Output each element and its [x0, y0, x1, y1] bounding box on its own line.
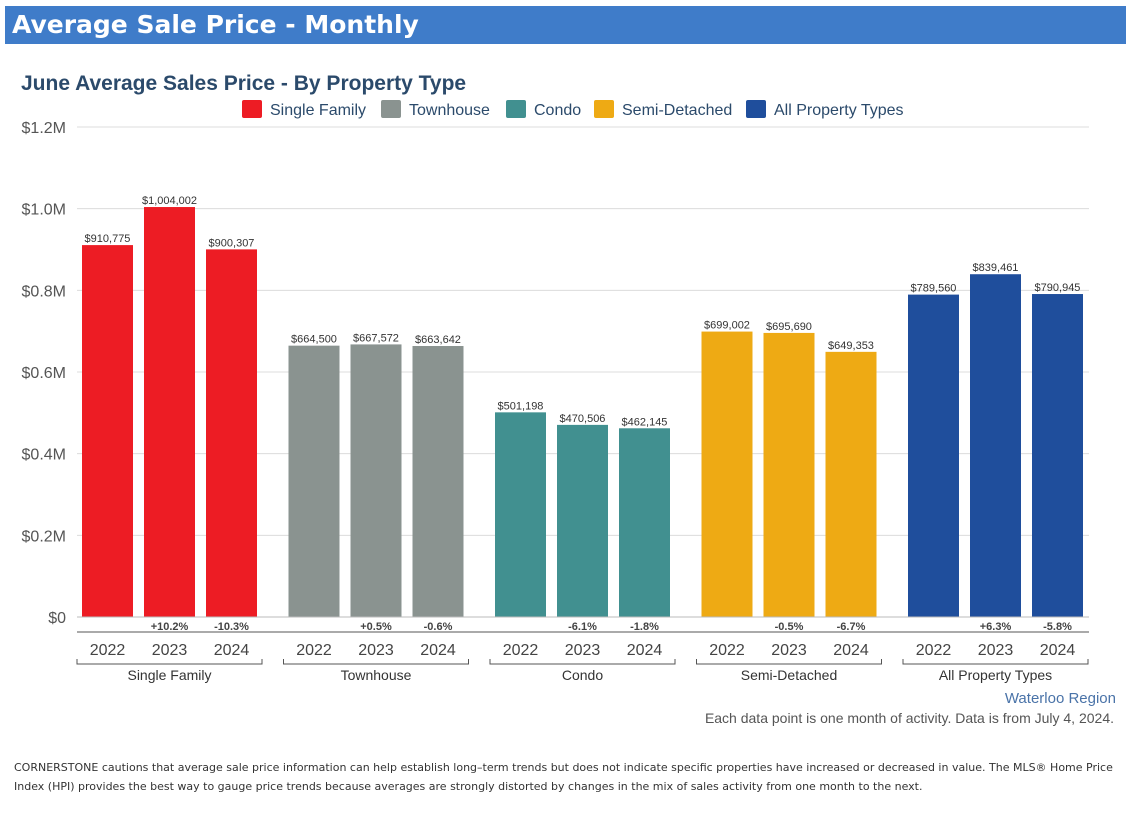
y-tick-label: $0 — [48, 610, 66, 627]
x-group-label: Condo — [562, 667, 603, 683]
x-tick-year: 2023 — [771, 642, 807, 659]
bar — [206, 249, 257, 617]
y-tick-label: $0.4M — [22, 447, 66, 464]
bar-value-label: $839,461 — [973, 262, 1019, 274]
region-label: Waterloo Region — [1005, 690, 1116, 707]
bar-value-label: $695,690 — [766, 321, 812, 333]
y-tick-label: $0.2M — [22, 528, 66, 545]
x-tick-year: 2024 — [833, 642, 869, 659]
group-bracket — [77, 659, 262, 664]
bar-value-label: $501,198 — [498, 400, 544, 412]
change-label: -0.5% — [775, 621, 804, 633]
legend-label: Single Family — [270, 102, 366, 119]
bar — [702, 332, 753, 617]
bar-value-label: $910,775 — [85, 233, 131, 245]
bar — [764, 333, 815, 617]
change-label: +10.2% — [151, 621, 189, 633]
bar-value-label: $663,642 — [415, 334, 461, 346]
x-tick-year: 2023 — [978, 642, 1014, 659]
x-tick-year: 2024 — [627, 642, 663, 659]
legend-swatch — [381, 100, 401, 118]
bar — [413, 346, 464, 617]
legend-label: Semi-Detached — [622, 102, 732, 119]
bar — [826, 352, 877, 617]
bar-value-label: $470,506 — [560, 413, 606, 425]
y-axis-ticks: $0 $0.2M $0.4M $0.6M $0.8M $1.0M $1.2M — [22, 120, 67, 627]
x-tick-year: 2024 — [1040, 642, 1076, 659]
group-bracket — [284, 659, 469, 664]
bar — [970, 274, 1021, 617]
disclaimer-text: CORNERSTONE cautions that average sale p… — [14, 758, 1119, 796]
change-label: -6.1% — [568, 621, 597, 633]
bar-value-label: $664,500 — [291, 334, 337, 346]
x-group-label: All Property Types — [939, 667, 1052, 683]
y-tick-label: $1.2M — [22, 120, 66, 137]
x-group-label: Single Family — [127, 667, 211, 683]
group-bracket — [697, 659, 882, 664]
x-group-label: Townhouse — [341, 667, 412, 683]
legend-label: Condo — [534, 102, 581, 119]
legend-swatch — [746, 100, 766, 118]
x-tick-year: 2023 — [565, 642, 601, 659]
change-label: -6.7% — [837, 621, 866, 633]
bar — [351, 344, 402, 617]
bar — [144, 207, 195, 617]
change-label: -0.6% — [424, 621, 453, 633]
change-label: -1.8% — [630, 621, 659, 633]
data-note: Each data point is one month of activity… — [705, 710, 1114, 726]
change-label: +0.5% — [360, 621, 392, 633]
group-bracket — [903, 659, 1088, 664]
bar — [82, 245, 133, 617]
x-tick-year: 2022 — [90, 642, 126, 659]
x-tick-year: 2022 — [916, 642, 952, 659]
x-tick-year: 2024 — [214, 642, 250, 659]
x-tick-year: 2024 — [420, 642, 456, 659]
group-bracket — [490, 659, 675, 664]
change-label: -10.3% — [214, 621, 249, 633]
x-tick-year: 2022 — [296, 642, 332, 659]
legend: Single Family Townhouse Condo Semi-Detached… — [242, 100, 904, 119]
bar — [908, 295, 959, 617]
y-tick-label: $0.6M — [22, 365, 66, 382]
bar — [495, 412, 546, 617]
legend-swatch — [242, 100, 262, 118]
bar-value-label: $789,560 — [911, 283, 957, 295]
bar-value-label: $667,572 — [353, 332, 399, 344]
bar — [557, 425, 608, 617]
legend-swatch — [594, 100, 614, 118]
x-group-label: Semi-Detached — [741, 667, 838, 683]
bar-value-label: $900,307 — [209, 237, 255, 249]
x-tick-year: 2022 — [503, 642, 539, 659]
x-tick-year: 2022 — [709, 642, 745, 659]
y-tick-label: $1.0M — [22, 202, 66, 219]
bar — [1032, 294, 1083, 617]
change-label: -5.8% — [1043, 621, 1072, 633]
bar-value-label: $1,004,002 — [142, 195, 197, 207]
chart-title: June Average Sales Price - By Property T… — [21, 72, 466, 95]
change-label: +6.3% — [980, 621, 1012, 633]
legend-label: All Property Types — [774, 102, 904, 119]
x-tick-year: 2023 — [152, 642, 188, 659]
y-tick-label: $0.8M — [22, 283, 66, 300]
bar-value-label: $790,945 — [1035, 282, 1081, 294]
bar — [619, 428, 670, 617]
legend-label: Townhouse — [409, 102, 490, 119]
bar — [289, 346, 340, 617]
x-tick-year: 2023 — [358, 642, 394, 659]
legend-swatch — [506, 100, 526, 118]
bar-value-label: $649,353 — [828, 340, 874, 352]
bar-chart: $0 $0.2M $0.4M $0.6M $0.8M $1.0M $1.2M $910,77… — [0, 0, 1135, 752]
bar-value-label: $462,145 — [622, 416, 668, 428]
bar-value-label: $699,002 — [704, 320, 750, 332]
